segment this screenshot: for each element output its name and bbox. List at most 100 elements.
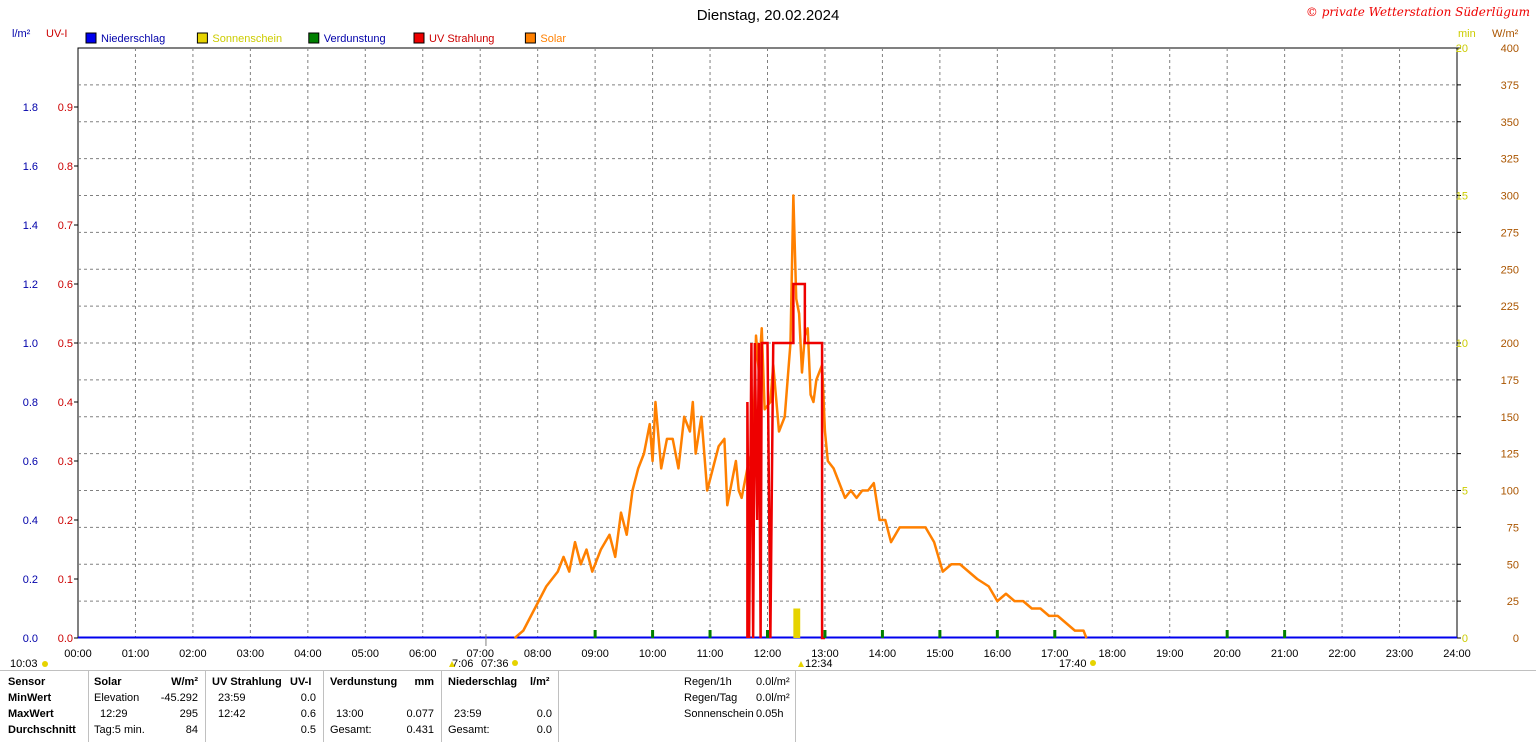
- sun-dot-icon: [42, 661, 48, 667]
- legend-label: Niederschlag: [101, 33, 165, 45]
- x-tick-label: 24:00: [1443, 648, 1471, 660]
- x-tick-label: 00:00: [64, 648, 92, 660]
- chart-annotations: 10:03 7:06 07:36 12:34 17:40: [10, 634, 1096, 670]
- sun-dot-icon: [512, 660, 518, 666]
- x-tick-label: 13:00: [811, 648, 839, 660]
- cell-verd-val: 0.077: [406, 708, 434, 720]
- y-tick-label-solar: 250: [1501, 264, 1519, 276]
- verdunstung-marker: [708, 630, 712, 638]
- x-tick-label: 08:00: [524, 648, 552, 660]
- twilight-label: 07:36: [481, 658, 509, 670]
- y-tick-label-niederschlag: 1.6: [23, 161, 38, 173]
- y-tick-label-uv: 0.8: [58, 161, 73, 173]
- header-niederschlag: Niederschlag: [448, 676, 518, 688]
- verdunstung-marker: [1053, 630, 1057, 638]
- cell-solar-val: 84: [185, 724, 198, 736]
- y-tick-label-solar: 275: [1501, 227, 1519, 239]
- header-sensor: Sensor: [8, 676, 46, 688]
- y-tick-label-niederschlag: 1.4: [23, 220, 38, 232]
- legend-swatch: [524, 32, 536, 44]
- legend-swatch: [308, 32, 320, 44]
- chart-series: [78, 194, 1457, 640]
- extra-label: Sonnenschein: [684, 708, 754, 720]
- y-tick-label-niederschlag: 0.4: [23, 515, 38, 527]
- table-divider: [441, 670, 442, 742]
- cell-solar-val: 295: [179, 708, 198, 720]
- legend-label: Sonnenschein: [212, 33, 282, 45]
- cell-uv-val: 0.6: [300, 708, 316, 720]
- y-tick-label-sonnenschein: 10: [1456, 338, 1468, 350]
- y-tick-label-solar: 300: [1501, 191, 1519, 203]
- duration-label: 10:03: [10, 658, 38, 670]
- y-tick-label-uv: 0.7: [58, 220, 73, 232]
- chart-legend: Niederschlag Sonnenschein Verdunstung UV St…: [85, 32, 566, 45]
- table-divider: [205, 670, 206, 742]
- cell-solar-time: 12:29: [100, 708, 128, 720]
- x-tick-label: 14:00: [869, 648, 897, 660]
- cell-solar-val: -45.292: [160, 692, 198, 704]
- x-tick-label: 19:00: [1156, 648, 1184, 660]
- x-tick-label: 20:00: [1213, 648, 1241, 660]
- uv-max-label: 12:34: [805, 658, 833, 670]
- cell-nied-val: 0.0: [536, 724, 552, 736]
- x-tick-label: 05:00: [352, 648, 380, 660]
- row-label-min: MinWert: [8, 692, 52, 704]
- y-tick-label-uv: 0.0: [58, 633, 73, 645]
- x-tick-label: 22:00: [1328, 648, 1356, 660]
- uv-max-triangle-icon: [798, 661, 804, 667]
- y-tick-label-uv: 0.4: [58, 397, 73, 409]
- table-divider: [558, 670, 559, 742]
- header-verdunstung-unit: mm: [414, 676, 434, 688]
- y-tick-label-solar: 350: [1501, 117, 1519, 129]
- extra-label: Regen/1h: [684, 676, 732, 688]
- header-verdunstung: Verdunstung: [330, 676, 398, 688]
- sunrise-triangle-icon: [449, 661, 455, 667]
- x-tick-label: 15:00: [926, 648, 954, 660]
- solar-line: [513, 194, 1088, 639]
- x-tick-label: 17:00: [1041, 648, 1069, 660]
- cell-solar-time: Tag:5 min.: [94, 724, 145, 736]
- y-tick-label-uv: 0.1: [58, 574, 73, 586]
- sun-dot-icon: [1090, 660, 1096, 666]
- y-tick-label-uv: 0.6: [58, 279, 73, 291]
- table-divider: [88, 670, 89, 742]
- axis-unit-uv: UV-I: [46, 28, 67, 40]
- y-tick-label-solar: 125: [1501, 449, 1519, 461]
- y-tick-label-solar: 225: [1501, 301, 1519, 313]
- sonnenschein-bar: [796, 608, 801, 638]
- y-tick-label-sonnenschein: 20: [1456, 43, 1468, 55]
- verdunstung-marker: [1225, 630, 1229, 638]
- y-tick-label-solar: 150: [1501, 412, 1519, 424]
- y-tick-label-niederschlag: 1.8: [23, 102, 38, 114]
- y-tick-label-sonnenschein: 5: [1462, 486, 1468, 498]
- chart-axes: 00:00 01:00 02:00 03:00 04:00 05:00 06:00 07:00…: [23, 43, 1519, 660]
- y-tick-label-solar: 0: [1513, 633, 1519, 645]
- sonnenschein-bar: [793, 608, 798, 638]
- extra-value: 0.05h: [756, 708, 784, 720]
- x-tick-label: 16:00: [984, 648, 1012, 660]
- y-tick-label-niederschlag: 1.2: [23, 279, 38, 291]
- cell-nied-time: Gesamt:: [448, 724, 490, 736]
- cell-uv-val: 0.5: [300, 724, 316, 736]
- sunrise-label: 7:06: [452, 658, 473, 670]
- y-tick-label-solar: 25: [1507, 596, 1519, 608]
- cell-uv-time: 12:42: [218, 708, 246, 720]
- header-solar-unit: W/m²: [171, 676, 198, 688]
- weather-chart: Dienstag, 20.02.2024 © private Wettersta…: [10, 5, 1530, 670]
- cell-verd-time: Gesamt:: [330, 724, 372, 736]
- axis-unit-sonnenschein: min: [1458, 28, 1476, 40]
- y-tick-label-sonnenschein: 15: [1456, 191, 1468, 203]
- extra-value: 0.0l/m²: [756, 676, 790, 688]
- y-tick-label-niederschlag: 1.0: [23, 338, 38, 350]
- copyright: © private Wetterstation Süderlügum: [1306, 5, 1530, 19]
- uv-line: [746, 282, 825, 640]
- cell-uv-time: 23:59: [218, 692, 246, 704]
- verdunstung-marker: [880, 630, 884, 638]
- x-tick-label: 03:00: [237, 648, 265, 660]
- cell-solar-time: Elevation: [94, 692, 140, 704]
- legend-swatch: [196, 32, 208, 44]
- header-solar: Solar: [94, 676, 122, 688]
- table-top-border: [0, 670, 1536, 671]
- cell-uv-val: 0.0: [300, 692, 316, 704]
- extra-value: 0.0l/m²: [756, 692, 790, 704]
